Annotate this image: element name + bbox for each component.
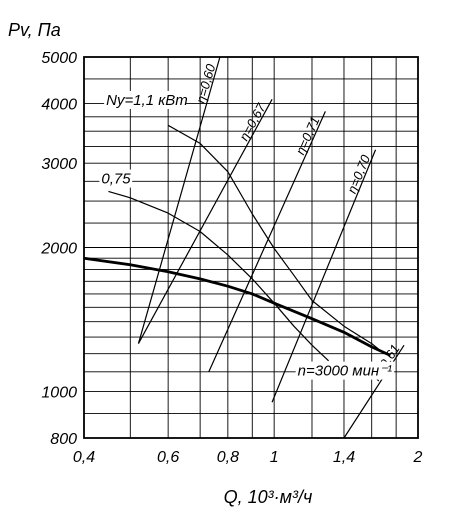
y-tick-label: 3000: [41, 156, 77, 173]
y-tick-label: 5000: [41, 50, 77, 67]
annotation-label: 0,75: [101, 171, 131, 188]
efficiency-line: [271, 149, 377, 403]
x-tick-label: 1: [270, 449, 279, 466]
tick-labels: 0,4 0,6 0,8 1 1,4 2 800 1000 2000 3000 4000 5000: [40, 50, 422, 466]
efficiency-label: η=0,67: [236, 100, 269, 143]
efficiency-line: [343, 344, 405, 439]
y-axis-label: Pv, Па: [8, 20, 61, 40]
plot-border: [83, 56, 419, 439]
efficiency-label: η=0,70: [344, 152, 373, 196]
y-tick-label: 800: [50, 431, 77, 448]
y-tick-label: 1000: [41, 385, 77, 402]
annotation-background: [295, 361, 395, 380]
plot-frame: [83, 56, 419, 439]
annotation-background: [99, 169, 133, 188]
series-line: [167, 124, 385, 355]
efficiency-label: η=0,71: [293, 114, 323, 157]
annotation-background: [104, 90, 187, 109]
x-axis-label: Q, 10³·м³/ч: [224, 487, 313, 507]
x-tick-label: 0,4: [73, 449, 95, 466]
y-tick-label: 4000: [41, 96, 77, 113]
efficiency-line: [137, 56, 221, 344]
efficiency-line: [137, 98, 273, 344]
annotations: Ny=1,1 кВт 0,75 n=3000 мин⁻¹: [99, 90, 395, 380]
x-tick-label: 2: [413, 449, 423, 466]
annotation-label: n=3000 мин⁻¹: [298, 363, 392, 380]
series: [83, 124, 391, 362]
series-line: [108, 190, 330, 362]
y-tick-label: 2000: [40, 241, 77, 258]
x-tick-label: 0,8: [217, 449, 239, 466]
series-line: [83, 256, 391, 357]
efficiency-line: [208, 111, 326, 373]
annotation-label: Ny=1,1 кВт: [106, 92, 188, 109]
x-tick-label: 0,6: [157, 449, 179, 466]
efficiency-label: η=0,60: [193, 62, 219, 105]
x-tick-label: 1,4: [333, 449, 355, 466]
